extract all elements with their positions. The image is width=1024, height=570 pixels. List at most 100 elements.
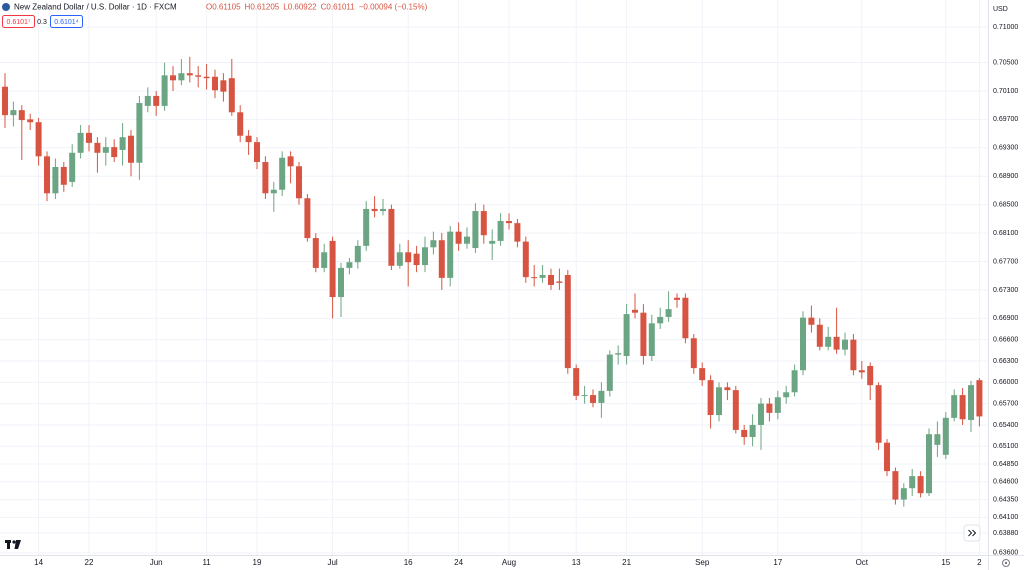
candle-body <box>178 73 185 81</box>
settings-button[interactable] <box>1002 559 1010 567</box>
y-tick-label: 0.65400 <box>993 422 1018 429</box>
sell-price: 0.6101⁷ <box>7 19 31 26</box>
candle-body <box>707 380 714 416</box>
sell-button[interactable] <box>2 15 35 28</box>
candle-body <box>388 208 395 266</box>
candle-body <box>354 245 361 263</box>
candle-body <box>573 368 580 396</box>
candle-body <box>396 252 403 266</box>
candle-body <box>86 132 92 143</box>
candle-body <box>186 73 193 76</box>
candle-body <box>917 476 924 494</box>
currency-label: USD <box>993 6 1008 13</box>
candle-body <box>774 397 781 413</box>
candle-body <box>842 339 848 350</box>
candle-body <box>144 95 151 106</box>
candle-body <box>640 312 647 357</box>
candle-body <box>791 370 798 393</box>
x-tick-label: 16 <box>404 558 413 567</box>
x-tick-label: 22 <box>85 558 94 567</box>
candle-body <box>682 297 689 339</box>
candle-body <box>380 208 386 212</box>
y-tick-label: 0.64100 <box>993 514 1018 521</box>
candle-body <box>270 189 277 194</box>
candle-body <box>884 442 890 472</box>
candle-body <box>867 365 874 386</box>
candle-body <box>447 231 454 278</box>
y-tick-label: 0.70100 <box>993 88 1018 95</box>
candle-body <box>44 156 50 194</box>
candle-body <box>489 240 496 244</box>
ohlc-value: H0.61205 <box>245 3 280 12</box>
candle-body <box>497 221 504 241</box>
candle-body <box>968 385 974 420</box>
y-tick-label: 0.66000 <box>993 379 1018 386</box>
ohlc-value: −0.00094 (−0.15%) <box>359 3 428 12</box>
candle-body <box>909 476 916 489</box>
candle-body <box>892 471 899 500</box>
candle-body <box>951 395 958 418</box>
ohlc-values: O0.61105 H0.61205 L0.60922 C0.61011 −0.00094… <box>206 3 428 12</box>
candle-body <box>590 395 596 403</box>
candle-body <box>942 417 949 455</box>
candle-body <box>136 103 143 163</box>
buy-button[interactable] <box>50 15 83 28</box>
candle-body <box>472 211 479 249</box>
candle-body <box>279 157 286 190</box>
x-tick-label: Oct <box>856 558 869 567</box>
x-tick-label: Aug <box>502 558 516 567</box>
candle-body <box>800 317 806 371</box>
candle-body <box>783 392 790 398</box>
candle-body <box>405 252 412 263</box>
candle-body <box>850 339 857 371</box>
y-tick-label: 0.68500 <box>993 202 1018 209</box>
candle-body <box>959 395 966 420</box>
candle-body <box>304 198 311 239</box>
candle-body <box>94 142 101 153</box>
y-tick-label: 0.68900 <box>993 173 1018 180</box>
candle-body <box>732 390 739 430</box>
symbol-title: New Zealand Dollar / U.S. Dollar · 1D · … <box>14 3 177 12</box>
candle-body <box>632 309 638 313</box>
x-tick-label: Sep <box>695 558 710 567</box>
candle-body <box>262 162 269 194</box>
candle-body <box>153 95 160 106</box>
x-tick-label: 11 <box>202 558 211 567</box>
candle-body <box>934 434 941 445</box>
y-tick-label: 0.64600 <box>993 479 1018 486</box>
candle-body <box>287 156 294 167</box>
spread: 0.3 <box>37 19 47 26</box>
candle-body <box>119 137 126 150</box>
candle-body <box>321 252 328 268</box>
candle-body <box>623 314 630 357</box>
candle-body <box>816 324 823 347</box>
candle-body <box>254 142 260 163</box>
candle-body <box>539 275 546 278</box>
candle-body <box>506 221 512 224</box>
candle-body <box>2 86 8 116</box>
x-tick-label: 15 <box>941 558 950 567</box>
candle-body <box>363 208 370 246</box>
grid <box>0 0 988 555</box>
x-tick-label: Jun <box>150 558 163 567</box>
scroll-to-end-button[interactable] <box>963 524 981 542</box>
candle-body <box>531 277 538 279</box>
candle-body <box>926 434 932 494</box>
candle-body <box>464 236 470 244</box>
y-tick-label: 0.67300 <box>993 287 1018 294</box>
candle-body <box>808 317 815 325</box>
candle-body <box>52 166 59 194</box>
candle-body <box>716 387 722 416</box>
y-tick-label: 0.63880 <box>993 530 1018 537</box>
candle-body <box>480 211 487 236</box>
candle-body <box>111 147 118 158</box>
candle-body <box>564 275 571 369</box>
y-tick-label: 0.64850 <box>993 461 1018 468</box>
y-tick-label: 0.65100 <box>993 443 1018 450</box>
x-tick-label: 21 <box>622 558 631 567</box>
candle-body <box>60 166 67 185</box>
buy-price: 0.6101⁴ <box>54 19 78 26</box>
candle-body <box>346 262 353 268</box>
